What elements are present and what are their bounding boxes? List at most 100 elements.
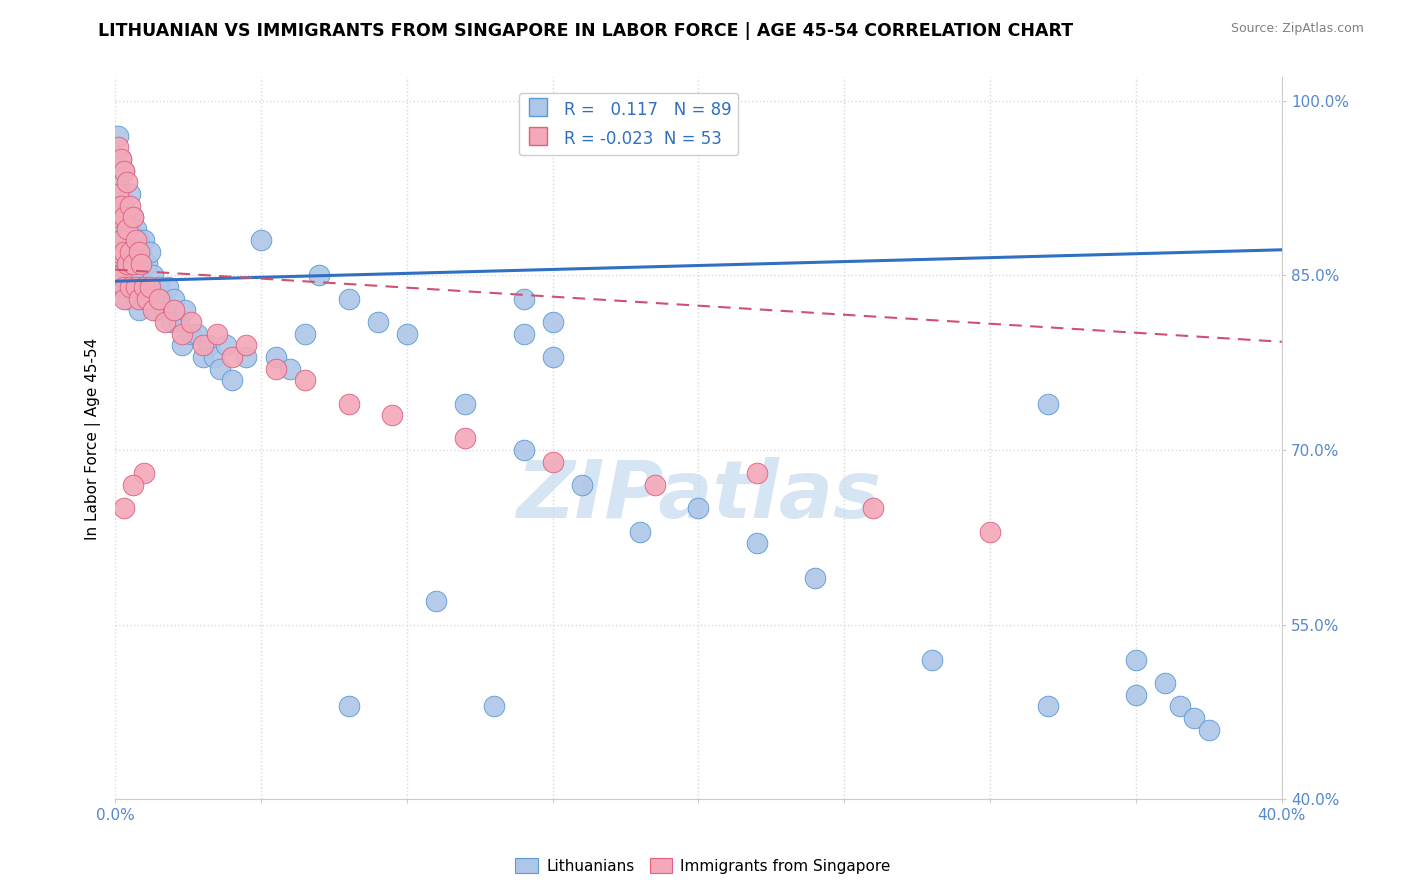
Point (128, 268, 150, 283)
Point (180, 326, 202, 341)
Point (207, 326, 229, 341)
Point (395, 326, 418, 341)
Point (337, 396, 360, 410)
Point (107, 268, 129, 283)
Point (264, 350, 287, 364)
Point (115, 292, 138, 306)
Point (541, 315, 564, 329)
Point (112, 257, 135, 271)
Point (128, 303, 150, 318)
Point (118, 222, 141, 236)
Point (112, 198, 135, 212)
Legend: R =   0.117   N = 89, R = -0.023  N = 53: R = 0.117 N = 89, R = -0.023 N = 53 (519, 93, 738, 155)
Y-axis label: In Labor Force | Age 45-54: In Labor Force | Age 45-54 (86, 337, 101, 540)
Point (172, 326, 194, 341)
Point (112, 501, 135, 516)
Point (862, 501, 884, 516)
Point (1125, 653, 1147, 667)
Point (115, 222, 138, 236)
Point (264, 361, 287, 376)
Text: ZIPatlas: ZIPatlas (516, 458, 882, 535)
Point (571, 478, 593, 492)
Point (110, 257, 132, 271)
Point (1182, 711, 1205, 725)
Point (121, 210, 143, 224)
Point (118, 186, 141, 201)
Point (110, 245, 132, 260)
Point (139, 280, 162, 294)
Point (180, 315, 202, 329)
Point (115, 175, 138, 189)
Point (128, 292, 150, 306)
Point (124, 257, 146, 271)
Point (186, 326, 208, 341)
Point (121, 245, 143, 260)
Point (124, 280, 146, 294)
Point (308, 268, 330, 283)
Point (1154, 676, 1177, 690)
Point (136, 257, 159, 271)
Point (221, 350, 243, 364)
Point (1038, 396, 1060, 410)
Point (134, 280, 156, 294)
Point (118, 198, 141, 212)
Point (169, 315, 191, 329)
Point (1198, 723, 1220, 737)
Point (107, 128, 129, 143)
Point (118, 280, 141, 294)
Point (202, 350, 225, 364)
Point (644, 478, 666, 492)
Point (745, 536, 768, 550)
Point (921, 653, 943, 667)
Point (134, 467, 156, 481)
Point (148, 280, 170, 294)
Point (110, 268, 132, 283)
Point (124, 222, 146, 236)
Point (134, 292, 156, 306)
Point (112, 292, 135, 306)
Point (121, 210, 143, 224)
Point (110, 234, 132, 248)
Point (131, 245, 153, 260)
Point (110, 152, 132, 166)
Point (134, 234, 156, 248)
Point (107, 175, 129, 189)
Point (107, 234, 129, 248)
Point (112, 234, 135, 248)
Point (115, 245, 138, 260)
Text: Source: ZipAtlas.com: Source: ZipAtlas.com (1230, 22, 1364, 36)
Point (541, 455, 564, 469)
Point (979, 524, 1001, 539)
Point (112, 163, 135, 178)
Point (337, 699, 360, 714)
Point (136, 292, 159, 306)
Point (512, 326, 534, 341)
Point (162, 292, 184, 306)
Point (512, 443, 534, 458)
Point (367, 315, 389, 329)
Point (107, 198, 129, 212)
Point (107, 210, 129, 224)
Point (128, 234, 150, 248)
Point (1168, 699, 1191, 714)
Point (628, 524, 651, 539)
Point (215, 338, 238, 352)
Point (145, 303, 167, 318)
Point (115, 268, 138, 283)
Point (150, 292, 173, 306)
Point (197, 338, 219, 352)
Point (512, 292, 534, 306)
Point (235, 338, 257, 352)
Point (107, 186, 129, 201)
Point (142, 268, 165, 283)
Point (110, 198, 132, 212)
Point (278, 361, 301, 376)
Point (115, 257, 138, 271)
Point (156, 280, 179, 294)
Point (191, 350, 214, 364)
Point (110, 186, 132, 201)
Point (131, 257, 153, 271)
Point (454, 396, 477, 410)
Point (121, 257, 143, 271)
Point (294, 373, 316, 387)
